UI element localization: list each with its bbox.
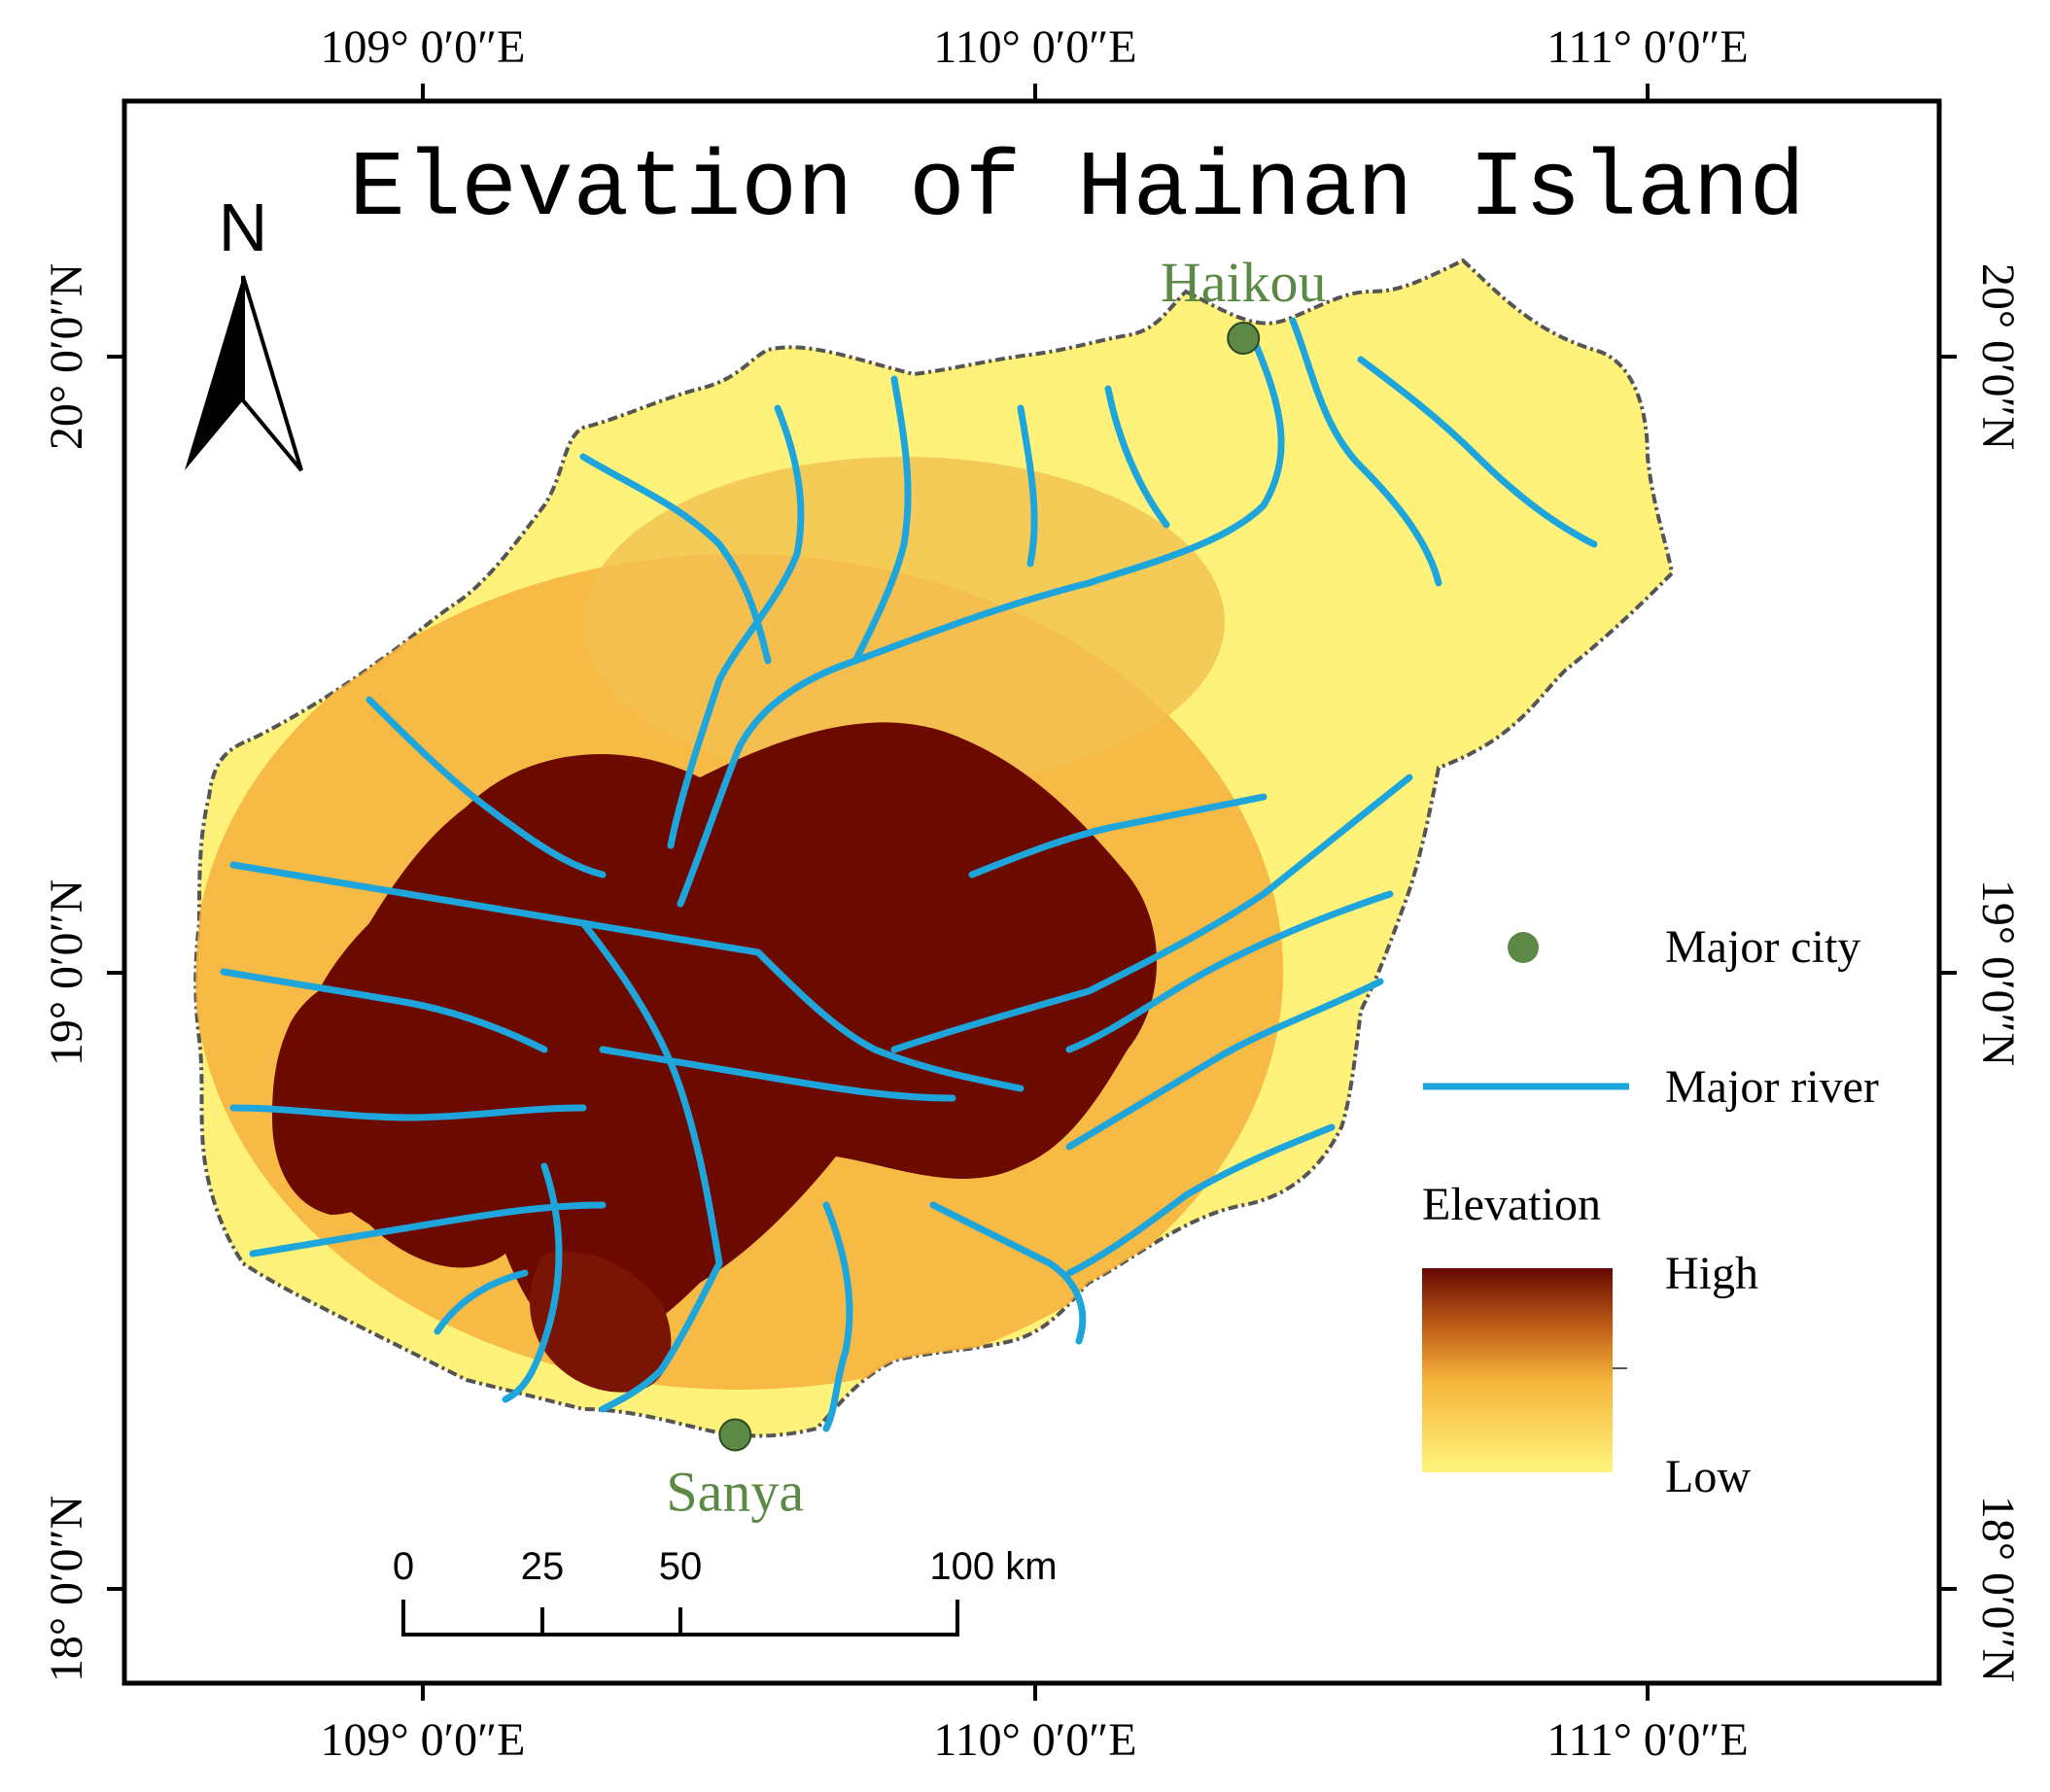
- north-arrow-left-half: [185, 276, 243, 470]
- city-label-sanya: Sanya: [666, 1461, 804, 1524]
- river-12: [1065, 1123, 1336, 1277]
- river-19: [599, 1046, 956, 1102]
- elevation-high-south: [530, 1251, 672, 1393]
- river-18: [754, 948, 1025, 1092]
- river-8: [1104, 385, 1170, 529]
- map-title: Elevation of Hainan Island: [349, 136, 1805, 242]
- elevation-high-core: [292, 722, 1157, 1351]
- legend-elevation-ramp: [1422, 1268, 1613, 1472]
- lon-label-bottom-110: 110° 0′0″E: [933, 1714, 1136, 1766]
- river-14: [220, 968, 548, 1053]
- lat-label-right-20: 20° 0′0″N: [1972, 263, 2024, 450]
- lon-label-top-110: 110° 0′0″E: [933, 21, 1136, 73]
- river-5: [579, 453, 772, 665]
- lon-label-top-109: 109° 0′0″E: [320, 21, 525, 73]
- river-22: [434, 1269, 529, 1335]
- lon-label-bottom-111: 111° 0′0″E: [1546, 1714, 1748, 1766]
- city-label-haikou: Haikou: [1161, 251, 1327, 314]
- river-6: [851, 375, 912, 665]
- scale-bar-label-50: 50: [659, 1545, 703, 1588]
- scale-bar-label-0: 0: [393, 1545, 414, 1588]
- lat-label-left-19: 19° 0′0″N: [41, 879, 92, 1066]
- river-3: [1357, 356, 1598, 548]
- river-20: [599, 1259, 723, 1413]
- lat-label-right-18: 18° 0′0″N: [1972, 1496, 2024, 1682]
- legend-city-symbol: [1508, 932, 1539, 963]
- major-cities: Haikou Sanya: [666, 251, 1326, 1524]
- scale-bar-label-25: 25: [521, 1545, 565, 1588]
- scale-bar-label-100: 100 km: [929, 1545, 1057, 1588]
- graticule-labels: 109° 0′0″E 109° 0′0″E 110° 0′0″E 110° 0′0″E…: [41, 21, 2024, 1766]
- lon-label-top-111: 111° 0′0″E: [1546, 21, 1748, 73]
- graticule-ticks: [107, 84, 1957, 1701]
- elevation-mid-zone-north: [583, 457, 1225, 787]
- river-4: [667, 404, 805, 849]
- river-10: [1065, 890, 1394, 1053]
- river-9: [890, 774, 1413, 1053]
- scale-bar: 0 25 50 100 km: [393, 1545, 1058, 1637]
- river-23: [822, 1201, 853, 1432]
- river-15: [229, 1104, 587, 1121]
- legend-city-label: Major city: [1665, 921, 1860, 973]
- lat-label-left-20: 20° 0′0″N: [41, 263, 92, 450]
- river-24: [929, 1201, 1087, 1345]
- major-rivers: [220, 317, 1598, 1432]
- river-25: [968, 793, 1268, 879]
- river-26: [365, 696, 607, 879]
- lon-label-bottom-109: 109° 0′0″E: [320, 1714, 525, 1766]
- river-17: [579, 919, 723, 1267]
- legend-river-label: Major river: [1665, 1061, 1879, 1113]
- river-2: [1289, 317, 1442, 587]
- north-arrow-right-half: [241, 275, 303, 472]
- legend-low-label: Low: [1665, 1451, 1751, 1502]
- river-13: [229, 861, 762, 956]
- river-11: [1065, 978, 1384, 1151]
- elevation-high-west: [272, 975, 441, 1215]
- legend-elevation-title: Elevation: [1422, 1179, 1601, 1230]
- river-21: [502, 1162, 563, 1403]
- river-7: [1017, 404, 1038, 568]
- river-16: [249, 1201, 607, 1258]
- north-label: N: [219, 190, 268, 265]
- legend-high-label: High: [1665, 1248, 1758, 1299]
- north-arrow: N: [185, 190, 303, 472]
- lat-label-left-18: 18° 0′0″N: [41, 1496, 92, 1682]
- river-1: [677, 336, 1285, 908]
- city-marker-sanya: [718, 1418, 752, 1452]
- legend: Major city Major river Elevation High Lo…: [1422, 921, 1879, 1502]
- lat-label-right-19: 19° 0′0″N: [1972, 879, 2024, 1066]
- city-marker-haikou: [1227, 321, 1261, 355]
